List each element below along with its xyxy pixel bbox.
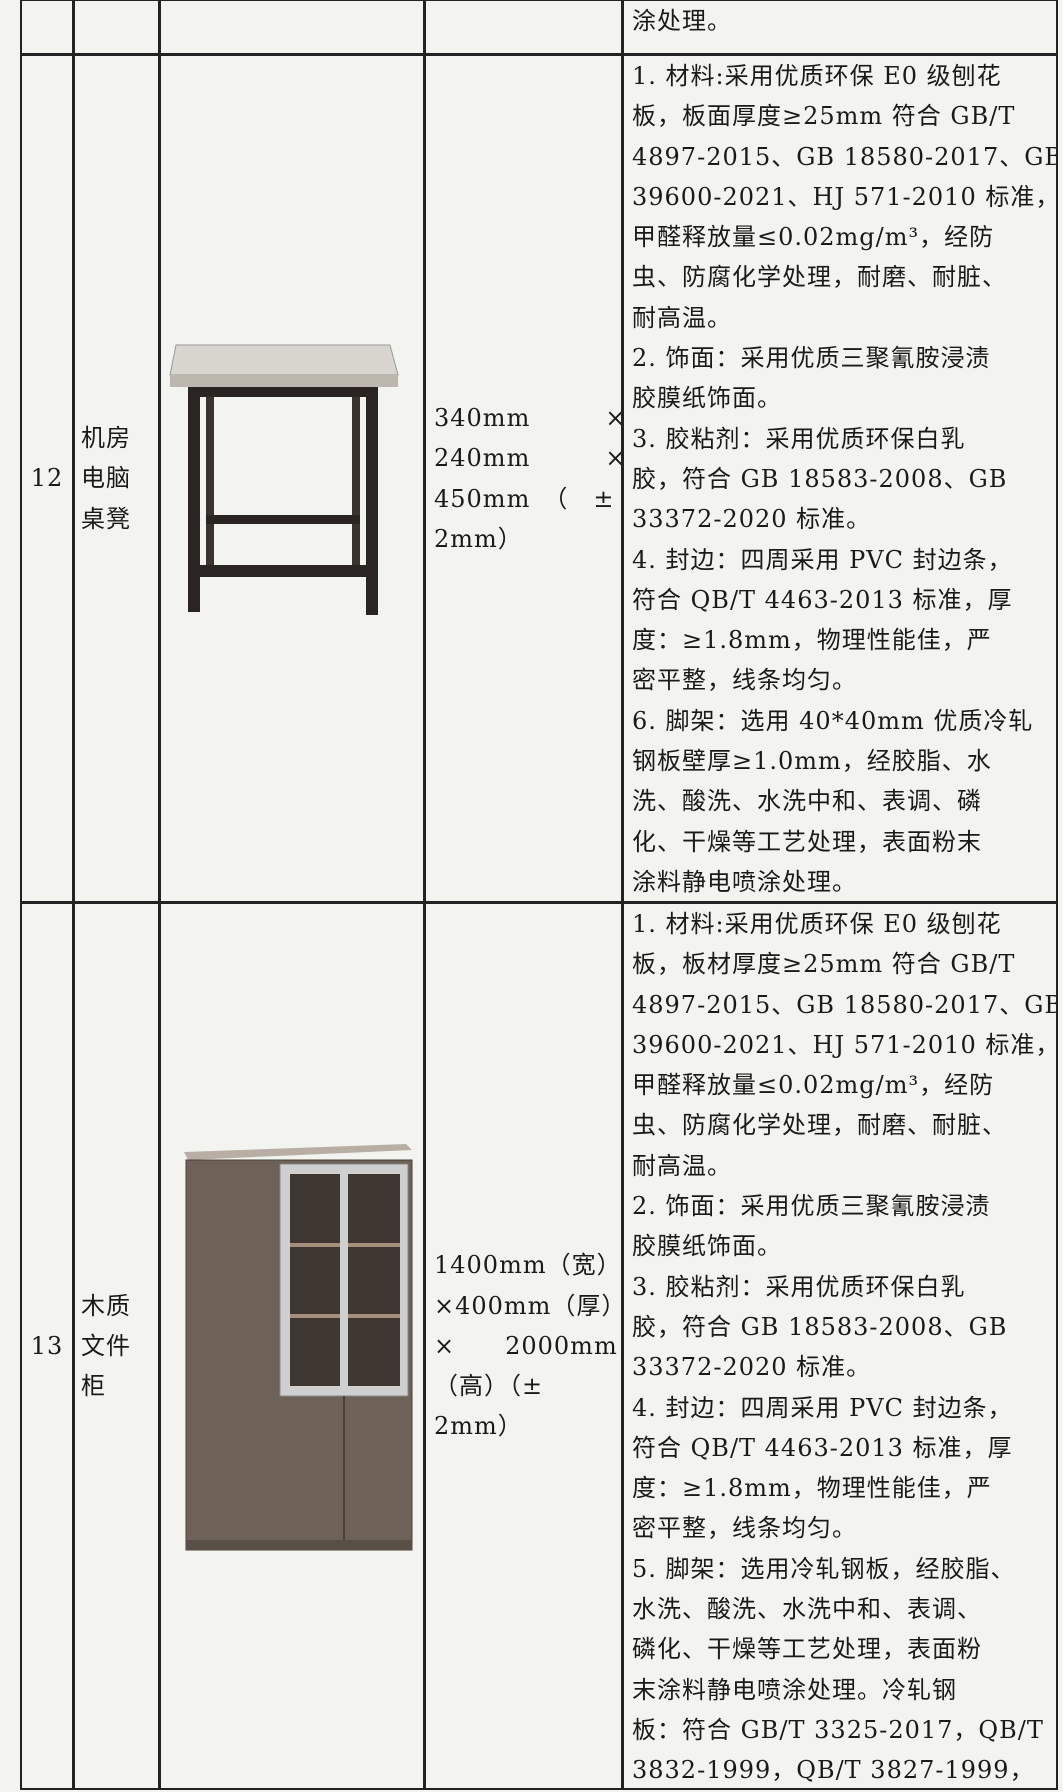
- description-line: 符合 QB/T 4463-2013 标准，厚: [632, 585, 1013, 614]
- item-size: 1400mm（宽）: [434, 1251, 622, 1280]
- description-line: 胶，符合 GB 18583-2008、GB: [632, 464, 1008, 493]
- item-size: 340mm ×: [434, 403, 623, 432]
- item-size: （高）（±: [434, 1372, 544, 1401]
- table-cell: 涂处理。: [622, 0, 1058, 55]
- description-line: 5. 脚架：选用冷轧钢板，经胶脂、: [632, 1554, 1016, 1583]
- row-number: 13: [30, 1331, 64, 1360]
- description-line: 化、干燥等工艺处理，表面粉末: [632, 827, 982, 856]
- description-line: 6. 脚架：选用 40*40mm 优质冷轧: [632, 706, 1034, 735]
- description-line: 涂处理。: [632, 7, 732, 35]
- description-line: 甲醛释放量≤0.02mg/m³，经防: [632, 1071, 995, 1100]
- description-line: 3832-1999，QB/T 3827-1999，: [632, 1756, 1035, 1785]
- description-line: 板：符合 GB/T 3325-2017，QB/T: [632, 1715, 1044, 1744]
- description-line: 4. 封边：四周采用 PVC 封边条，: [632, 545, 1013, 574]
- table-cell: [424, 0, 623, 55]
- item-name: 木质: [81, 1291, 131, 1320]
- description-line: 密平整，线条均匀。: [632, 1514, 857, 1543]
- description-line: 甲醛释放量≤0.02mg/m³，经防: [632, 223, 995, 252]
- item-name: 机房: [81, 424, 131, 453]
- item-size: 450mm （ ±: [434, 484, 615, 513]
- description-line: 符合 QB/T 4463-2013 标准，厚: [632, 1433, 1013, 1462]
- description-line: 3. 胶粘剂：采用优质环保白乳: [632, 424, 966, 453]
- description-line: 水洗、酸洗、水洗中和、表调、: [632, 1595, 982, 1624]
- table-cell: 机房 电脑 桌凳: [73, 54, 160, 903]
- description-line: 33372-2020 标准。: [632, 505, 872, 534]
- table-cell: 木质 文件柜: [73, 902, 160, 1790]
- description-line: 2. 饰面：采用优质三聚氰胺浸渍: [632, 344, 991, 373]
- description-line: 4897-2015、GB 18580-2017、GB/T: [632, 142, 1058, 171]
- table-cell: 1. 材料:采用优质环保 E0 级刨花 板，板材厚度≥25mm 符合 GB/T 48…: [622, 902, 1058, 1790]
- description-line: 板，板面厚度≥25mm 符合 GB/T: [632, 102, 1016, 131]
- description-line: 度：≥1.8mm，物理性能佳，严: [632, 1474, 992, 1503]
- item-name: 电脑: [81, 464, 131, 493]
- row-number: 12: [30, 464, 64, 493]
- description-line: 4. 封边：四周采用 PVC 封边条，: [632, 1393, 1013, 1422]
- table-cell: 340mm × 240mm × 450mm （ ± 2mm）: [424, 54, 623, 903]
- description-line: 虫、防腐化学处理，耐磨、耐脏、: [632, 263, 1007, 292]
- item-size: 240mm ×: [434, 444, 623, 473]
- table-cell: [20, 0, 74, 55]
- description-line: 涂料静电喷涂处理。: [632, 867, 857, 896]
- item-size: ×400mm（厚）: [434, 1291, 623, 1320]
- description-line: 虫、防腐化学处理，耐磨、耐脏、: [632, 1111, 1007, 1140]
- item-name: 桌凳: [81, 504, 131, 533]
- item-size: 2mm）: [434, 1412, 523, 1441]
- description-line: 4897-2015、GB 18580-2017、GB/T: [632, 990, 1058, 1019]
- table-cell: 1400mm（宽） ×400mm（厚） × 2000mm （高）（± 2mm）: [424, 902, 623, 1790]
- description-line: 胶，符合 GB 18583-2008、GB: [632, 1312, 1008, 1341]
- item-name: 柜: [81, 1372, 106, 1401]
- description-line: 3. 胶粘剂：采用优质环保白乳: [632, 1272, 966, 1301]
- description-line: 洗、酸洗、水洗中和、表调、磷: [632, 787, 982, 816]
- item-size: × 2000mm: [434, 1331, 618, 1360]
- description-line: 钢板壁厚≥1.0mm，经胶脂、水: [632, 747, 992, 776]
- description-line: 耐高温。: [632, 303, 732, 332]
- description-line: 2. 饰面：采用优质三聚氰胺浸渍: [632, 1192, 991, 1221]
- description-line: 磷化、干燥等工艺处理，表面粉: [632, 1635, 982, 1664]
- table-cell: [73, 0, 160, 55]
- description-line: 1. 材料:采用优质环保 E0 级刨花: [632, 910, 1002, 938]
- table-cell: [159, 0, 425, 55]
- description-line: 胶膜纸饰面。: [632, 1232, 782, 1261]
- table-cell: 13: [20, 902, 74, 1790]
- table-cell: 12: [20, 54, 74, 903]
- table-cell: 1. 材料:采用优质环保 E0 级刨花 板，板面厚度≥25mm 符合 GB/T 48…: [622, 54, 1058, 903]
- description-line: 39600-2021、HJ 571-2010 标准，: [632, 1030, 1058, 1059]
- description-line: 39600-2021、HJ 571-2010 标准，: [632, 182, 1058, 211]
- description-line: 33372-2020 标准。: [632, 1353, 872, 1382]
- description-line: 胶膜纸饰面。: [632, 384, 782, 413]
- description-line: 耐高温。: [632, 1151, 732, 1180]
- description-line: 度：≥1.8mm，物理性能佳，严: [632, 626, 992, 655]
- description-line: 1. 材料:采用优质环保 E0 级刨花: [632, 62, 1002, 90]
- description-line: 板，板材厚度≥25mm 符合 GB/T: [632, 950, 1016, 979]
- description-line: 末涂料静电喷涂处理。冷轧钢: [632, 1675, 957, 1704]
- item-size: 2mm）: [434, 524, 523, 553]
- cabinet-image: [184, 1144, 413, 1551]
- item-name: 文件: [81, 1331, 131, 1360]
- stool-image: [169, 344, 399, 615]
- description-line: 密平整，线条均匀。: [632, 666, 857, 695]
